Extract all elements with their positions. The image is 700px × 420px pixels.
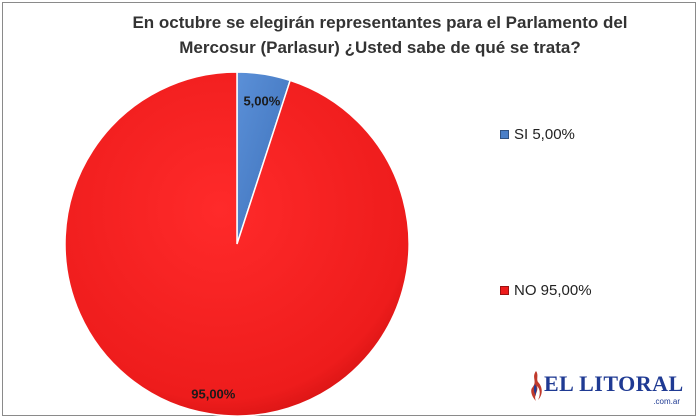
pie-label-no: 95,00% — [191, 387, 236, 402]
pie-slice-no — [64, 71, 410, 417]
chart-title-line-1: En octubre se elegirán representantes pa… — [132, 13, 628, 32]
legend-label-no: NO 95,00% — [514, 282, 592, 299]
legend-item-no: NO 95,00% — [500, 282, 592, 299]
chart-legend: SI 5,00% NO 95,00% — [500, 126, 680, 306]
chart-title-line-2: Mercosur (Parlasur) ¿Usted sabe de qué s… — [179, 38, 581, 57]
legend-swatch-si — [500, 130, 509, 139]
logo-text: EL LITORAL — [544, 371, 684, 396]
el-litoral-logo: EL LITORAL .com.ar — [526, 368, 686, 410]
legend-label-si: SI 5,00% — [514, 126, 575, 143]
chart-title: En octubre se elegirán representantes pa… — [100, 10, 660, 60]
logo-domain: .com.ar — [653, 397, 680, 406]
legend-swatch-no — [500, 286, 509, 295]
pie-label-si: 5,00% — [243, 94, 280, 109]
flame-icon — [531, 371, 542, 401]
legend-item-si: SI 5,00% — [500, 126, 575, 143]
